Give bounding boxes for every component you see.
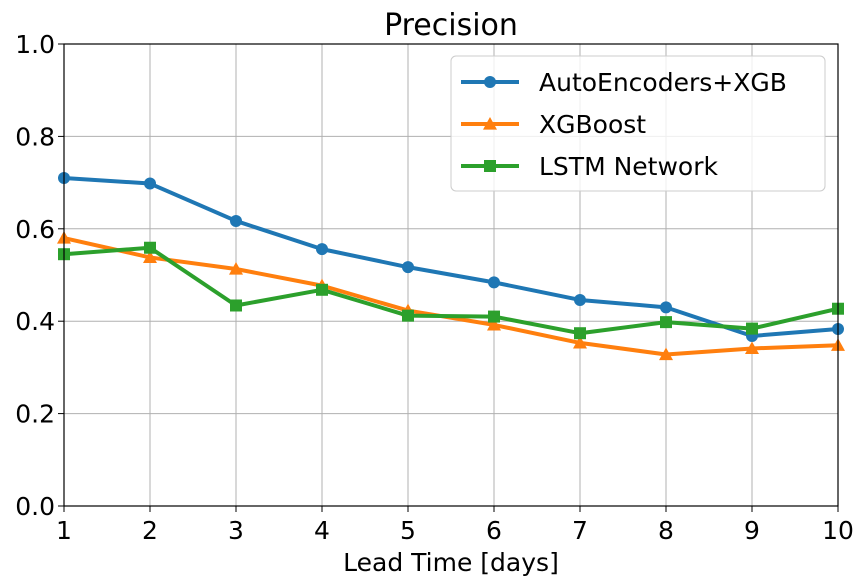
legend-item: AutoEncoders+XGB: [461, 68, 787, 97]
data-point: [143, 250, 157, 264]
legend-item: XGBoost: [461, 110, 646, 139]
y-tick-label: 1.0: [15, 30, 55, 59]
x-tick-label: 6: [486, 516, 502, 545]
data-point: [316, 243, 328, 256]
data-point: [230, 214, 242, 227]
data-point: [488, 310, 500, 323]
data-point: [573, 335, 587, 349]
data-point: [660, 301, 672, 314]
y-tick-label: 0.8: [15, 122, 55, 151]
data-point: [402, 261, 414, 274]
legend-label: LSTM Network: [539, 152, 718, 181]
y-tick-label: 0.6: [15, 215, 55, 244]
x-tick-label: 8: [658, 516, 674, 545]
x-tick-label: 1: [56, 516, 72, 545]
series-line: [63, 245, 839, 336]
data-point: [144, 241, 156, 254]
series-0: [58, 171, 844, 342]
data-point: [144, 177, 156, 190]
y-tick-label: 0.4: [15, 307, 55, 336]
legend-box: [450, 55, 826, 192]
series-line: [63, 175, 839, 338]
legend-marker: [484, 76, 496, 88]
legend-marker: [484, 160, 496, 172]
x-axis-label: Lead Time [days]: [343, 548, 559, 577]
legend-item: LSTM Network: [461, 152, 718, 181]
x-tick-label: 2: [142, 516, 158, 545]
data-point: [488, 276, 500, 289]
x-tick-label: 3: [228, 516, 244, 545]
series-1: [57, 231, 845, 361]
legend-marker: [483, 117, 497, 130]
series-line: [63, 236, 839, 357]
x-tick-label: 5: [400, 516, 416, 545]
chart-title: Precision: [384, 8, 518, 43]
legend-label: AutoEncoders+XGB: [539, 68, 787, 97]
data-point: [487, 317, 501, 331]
series-lines: [57, 171, 845, 361]
x-tick-label: 4: [314, 516, 330, 545]
y-tick-label: 0.0: [15, 492, 55, 521]
x-tick-label: 9: [744, 516, 760, 545]
data-point: [574, 293, 586, 306]
legend: AutoEncoders+XGB XGBoost LSTM Network: [450, 55, 826, 192]
data-point: [746, 322, 758, 335]
data-point: [660, 316, 672, 329]
legend-label: XGBoost: [539, 110, 646, 139]
data-point: [316, 283, 328, 296]
x-tick-label: 7: [572, 516, 588, 545]
data-point: [230, 299, 242, 312]
data-point: [659, 347, 673, 361]
series-2: [58, 241, 844, 340]
data-point: [402, 309, 414, 322]
data-point: [574, 327, 586, 340]
x-tick-label: 10: [822, 516, 854, 545]
data-point: [745, 341, 759, 355]
data-point: [229, 261, 243, 275]
plot-frame: [63, 43, 839, 507]
y-tick-label: 0.2: [15, 400, 55, 429]
axis-ticks: 1 2 3 4 5 6 7 8 9 10 0.0 0.2 0.4 0.6 0.8 1.0: [15, 30, 854, 545]
